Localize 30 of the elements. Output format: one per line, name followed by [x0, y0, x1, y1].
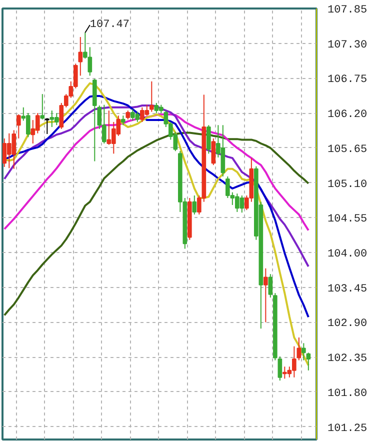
y-tick-label: 106.20	[328, 109, 368, 122]
y-tick-label: 102.35	[328, 353, 368, 366]
y-tick-label: 107.85	[328, 4, 368, 16]
candlestick	[302, 342, 306, 361]
y-tick-label: 105.65	[328, 144, 368, 156]
candlestick	[16, 114, 21, 139]
candlestick	[78, 36, 83, 76]
y-tick-label: 104.00	[328, 248, 368, 261]
candlestick	[192, 194, 197, 215]
candlestick	[278, 356, 282, 382]
candlestick	[120, 115, 126, 126]
y-tick-label: 105.10	[328, 178, 368, 191]
y-tick-label: 104.55	[328, 214, 368, 226]
y-tick-label: 107.30	[328, 39, 368, 52]
y-tick-label: 103.45	[328, 283, 368, 296]
y-tick-label: 101.80	[328, 388, 368, 400]
y-tick-label: 101.25	[328, 422, 368, 435]
candlestick	[211, 138, 216, 166]
candlestick	[44, 118, 50, 134]
candlestick	[296, 336, 302, 361]
y-tick-label: 106.75	[328, 74, 368, 86]
candlestick	[150, 80, 154, 112]
y-tick-label: 102.90	[328, 318, 368, 330]
candlestick	[206, 124, 211, 154]
candlestick	[40, 94, 45, 120]
annotation: 107.47	[90, 18, 130, 31]
candlestick	[268, 274, 273, 298]
line-series	[3, 104, 310, 268]
candlestick	[306, 352, 311, 371]
candlestick	[264, 268, 268, 323]
